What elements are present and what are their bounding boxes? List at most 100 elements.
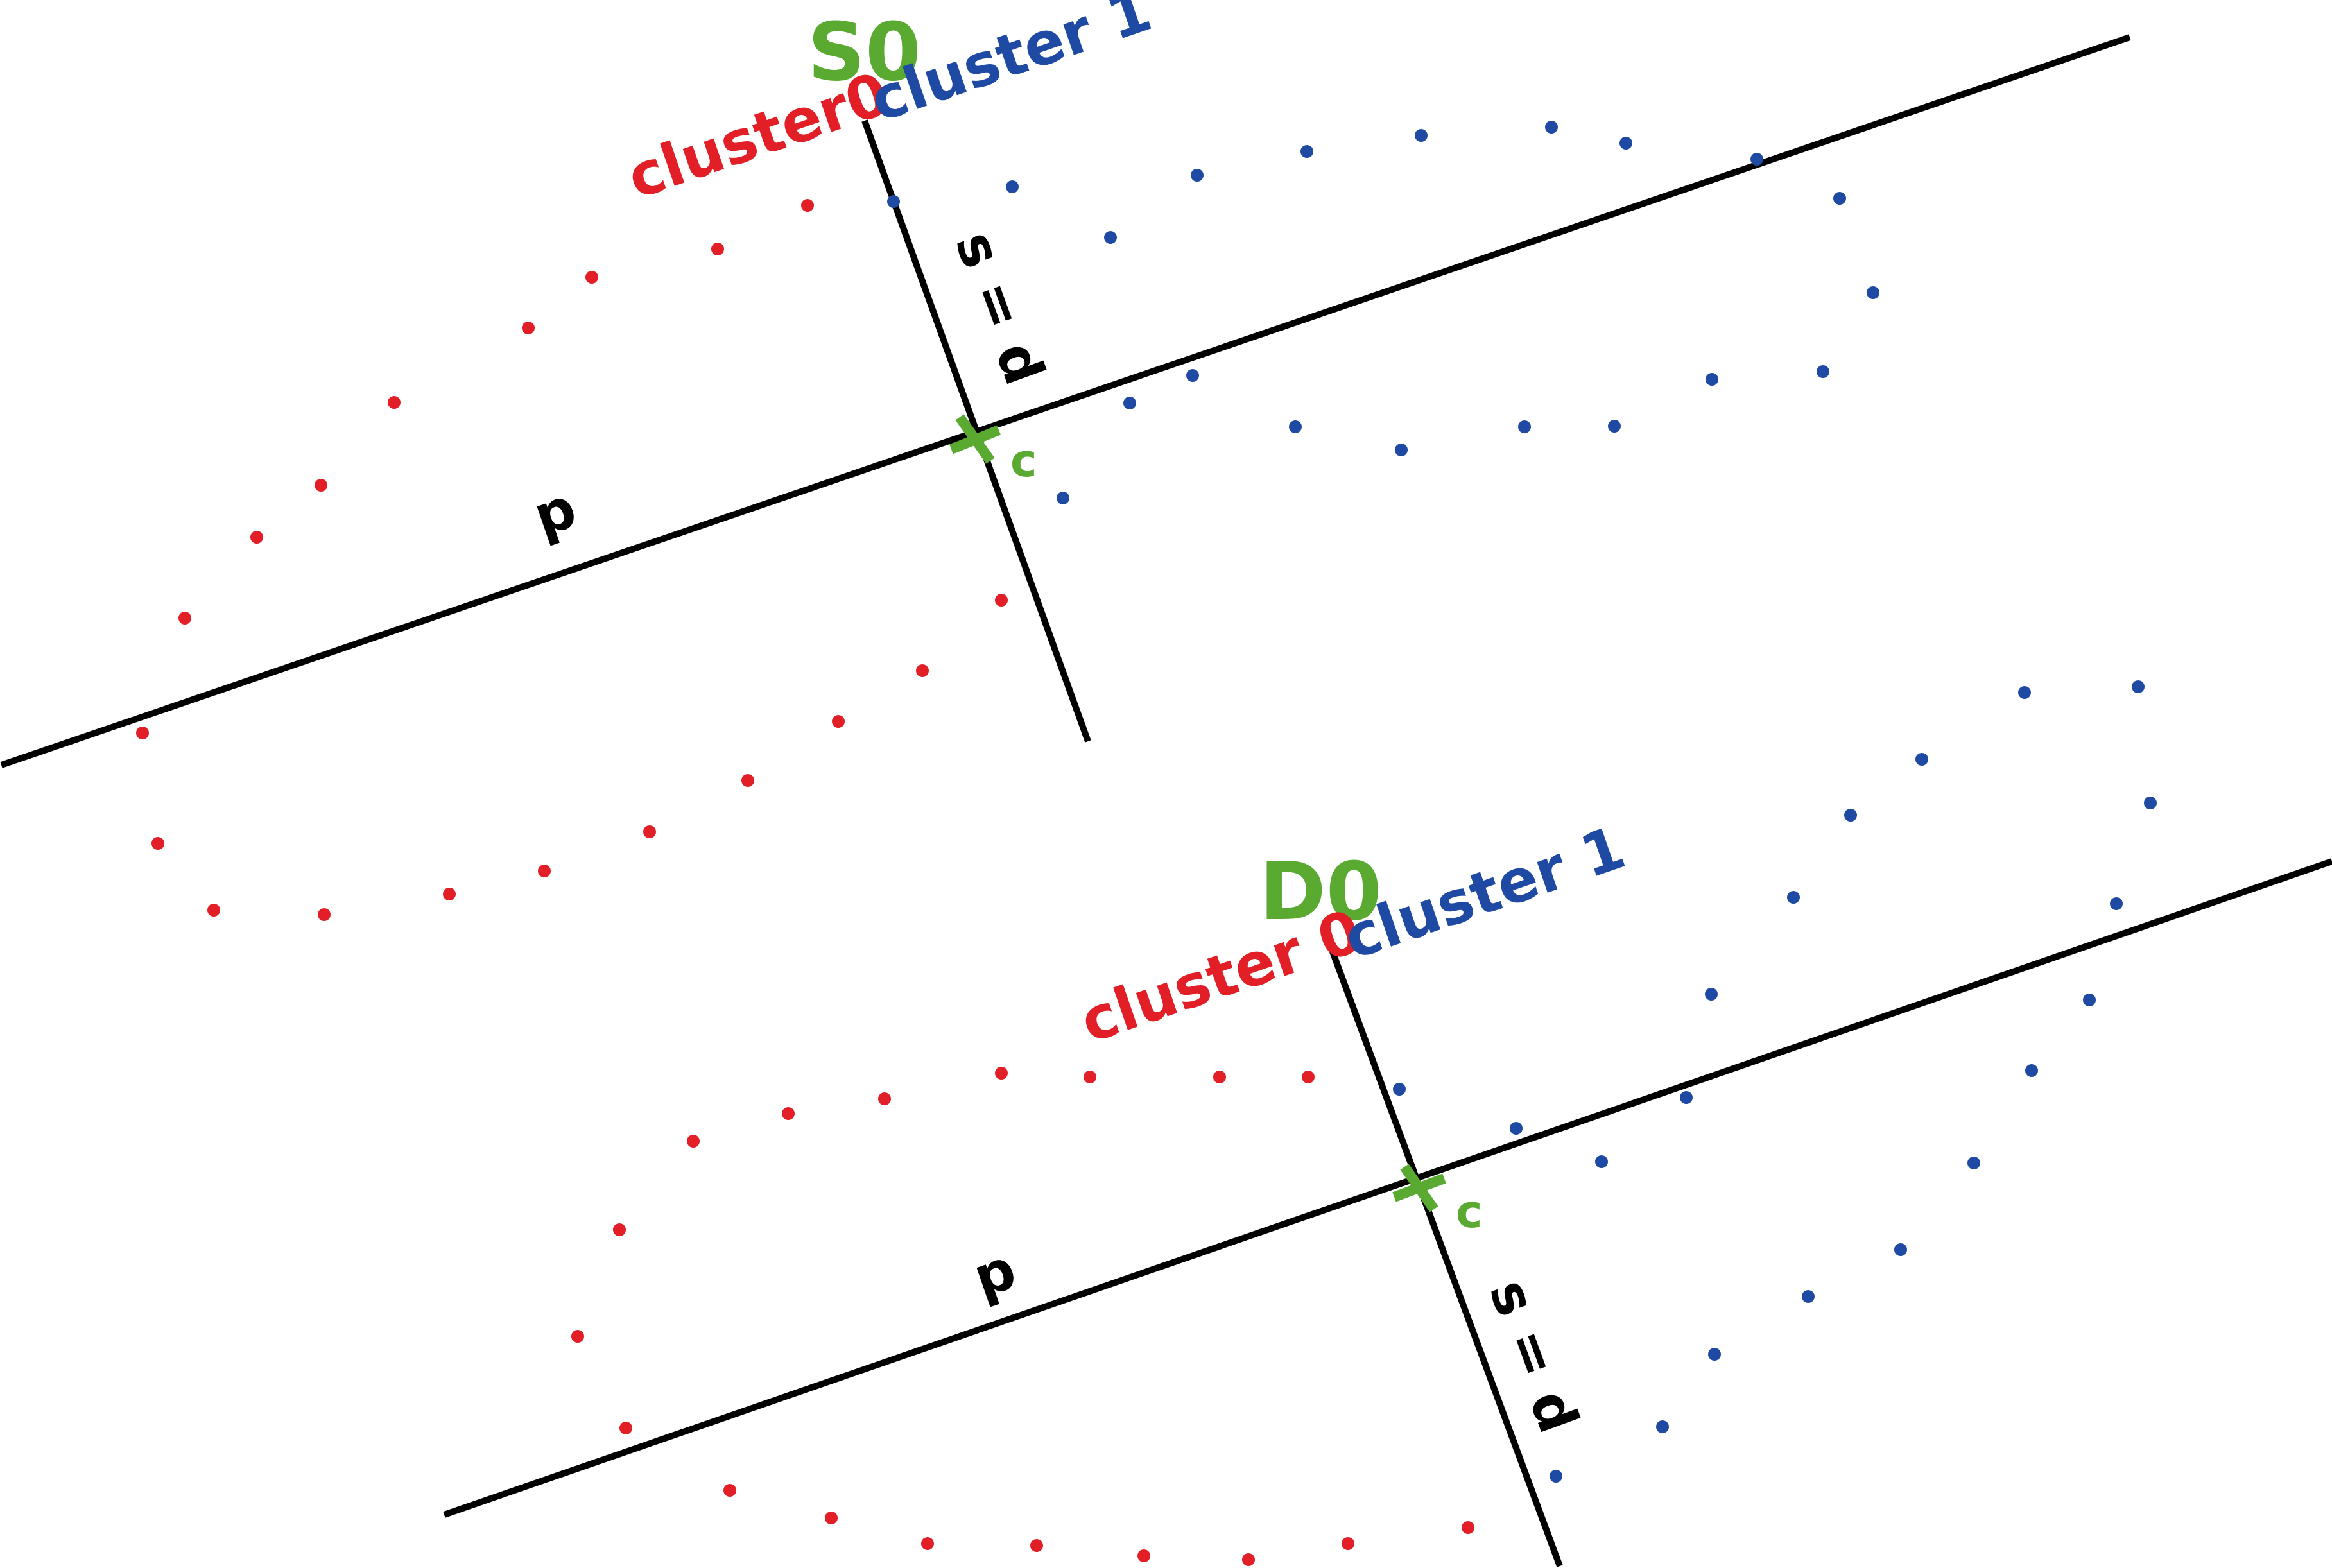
- data-point: [1833, 192, 1846, 205]
- data-point: [1213, 1071, 1226, 1083]
- p-axis-line: [0, 34, 2131, 768]
- data-point: [995, 1067, 1008, 1080]
- data-point: [1030, 1539, 1043, 1552]
- p-axis-label: p: [526, 476, 584, 549]
- data-point: [1518, 420, 1531, 433]
- data-point: [1708, 1348, 1721, 1361]
- center-label: c: [1456, 1185, 1483, 1238]
- data-point: [1867, 286, 1879, 299]
- data-point: [723, 1484, 736, 1497]
- data-point: [1705, 988, 1718, 1001]
- cluster0-points: [136, 199, 1008, 921]
- cluster1-points: [887, 121, 1879, 504]
- data-point: [887, 195, 900, 208]
- data-point: [1006, 180, 1019, 193]
- data-point: [1706, 373, 1718, 386]
- data-point: [832, 715, 845, 728]
- data-point: [782, 1107, 795, 1120]
- data-point: [619, 1422, 632, 1434]
- data-point: [388, 396, 401, 409]
- data-point: [1680, 1091, 1693, 1104]
- center-marker: [949, 414, 1001, 464]
- data-point: [687, 1135, 700, 1148]
- s-axis-line: [861, 119, 1091, 743]
- data-point: [878, 1092, 891, 1105]
- data-point: [1084, 1071, 1096, 1083]
- data-point: [2132, 680, 2145, 693]
- data-point: [1608, 420, 1621, 433]
- data-point: [585, 271, 598, 284]
- data-point: [443, 888, 456, 900]
- data-point: [1787, 891, 1800, 904]
- data-point: [921, 1537, 934, 1550]
- data-point: [1342, 1537, 1354, 1550]
- data-point: [1123, 397, 1136, 409]
- data-point: [571, 1330, 584, 1343]
- data-point: [1656, 1420, 1669, 1433]
- data-point: [151, 837, 164, 850]
- data-point: [207, 904, 220, 917]
- data-point: [2018, 686, 2031, 699]
- data-point: [801, 199, 814, 212]
- panel-title: D0: [1259, 845, 1382, 938]
- data-point: [1619, 137, 1632, 150]
- data-point: [1300, 145, 1313, 158]
- data-point: [1750, 153, 1763, 166]
- data-point: [522, 322, 535, 334]
- x-mark-icon-stroke: [949, 425, 1001, 454]
- s-axis-label: s = d: [1476, 1271, 1591, 1441]
- data-point: [741, 774, 754, 787]
- data-point: [916, 664, 929, 677]
- center-label: c: [1010, 435, 1037, 487]
- panel-d0: D0 cluster 0 cluster 1 p s = d c: [443, 680, 2332, 1567]
- data-point: [2083, 994, 2096, 1006]
- data-point: [1415, 129, 1428, 142]
- cluster1-points: [1393, 680, 2157, 1483]
- s-axis-label: s = d: [942, 223, 1057, 393]
- data-point: [2144, 797, 2157, 809]
- panel-s0: S0 cluster0 cluster 1 p s = d c: [0, 0, 2131, 921]
- data-point: [1802, 1290, 1815, 1303]
- data-point: [1393, 1083, 1406, 1096]
- data-point: [1186, 369, 1199, 382]
- s-axis-line: [1320, 926, 1563, 1567]
- data-point: [1550, 1470, 1562, 1483]
- data-point: [250, 531, 263, 544]
- data-point: [711, 243, 724, 255]
- data-point: [1242, 1553, 1255, 1566]
- data-point: [1545, 121, 1558, 134]
- data-point: [1817, 365, 1829, 378]
- data-point: [178, 612, 191, 625]
- data-point: [825, 1512, 838, 1524]
- cluster0-points: [571, 1067, 1474, 1566]
- data-point: [995, 594, 1008, 607]
- center-marker: [1392, 1164, 1446, 1212]
- cluster0-label: cluster0: [619, 59, 897, 212]
- x-mark-icon-stroke: [1392, 1173, 1446, 1202]
- data-point: [2025, 1064, 2038, 1077]
- data-point: [538, 865, 551, 877]
- data-point: [613, 1223, 626, 1236]
- data-point: [136, 727, 149, 739]
- data-point: [318, 908, 331, 921]
- cluster0-label: cluster 0: [1072, 897, 1370, 1056]
- data-point: [1967, 1157, 1980, 1169]
- data-point: [1595, 1155, 1608, 1168]
- data-point: [1289, 420, 1302, 433]
- data-point: [1395, 444, 1408, 456]
- data-point: [2110, 897, 2123, 910]
- data-point: [1302, 1071, 1315, 1083]
- p-axis-label: p: [965, 1237, 1024, 1311]
- data-point: [1844, 809, 1857, 822]
- data-point: [1462, 1521, 1474, 1534]
- data-point: [1894, 1243, 1907, 1256]
- panel-title: S0: [808, 6, 921, 99]
- data-point: [1104, 231, 1117, 244]
- data-point: [315, 479, 327, 492]
- data-point: [1510, 1122, 1523, 1135]
- data-point: [1057, 492, 1069, 504]
- data-point: [1137, 1549, 1150, 1562]
- p-axis-line: [443, 858, 2332, 1518]
- cluster1-label: cluster 1: [1335, 813, 1633, 973]
